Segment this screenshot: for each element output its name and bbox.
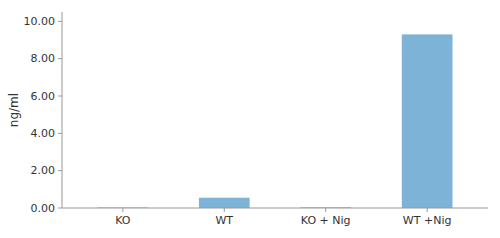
y-tick: [58, 96, 62, 97]
bar: [199, 198, 250, 208]
bars: [98, 34, 453, 208]
y-tick: [58, 208, 62, 209]
y-tick-label: 6.00: [31, 90, 56, 103]
y-tick-label: 10.00: [24, 15, 56, 28]
x-tick: [325, 208, 326, 212]
x-tick-label: KO + Nig: [301, 214, 351, 227]
x-tick: [224, 208, 225, 212]
y-tick-label: 8.00: [31, 52, 56, 65]
y-tick: [58, 58, 62, 59]
y-axis-line: [62, 12, 63, 208]
x-tick-label: KO: [115, 214, 131, 227]
bar: [402, 34, 453, 208]
y-axis-label: ng/ml: [7, 93, 21, 127]
y-tick-label: 0.00: [31, 202, 56, 215]
x-tick-label: WT: [215, 214, 233, 227]
y-tick-label: 4.00: [31, 127, 56, 140]
y-tick: [58, 133, 62, 134]
chart: 0.00 2.00 4.00 6.00 8.00 10.00 KO WT KO + Nig WT …: [0, 0, 500, 238]
y-tick: [58, 170, 62, 171]
x-tick-label: WT +Nig: [403, 214, 452, 227]
x-tick: [122, 208, 123, 212]
axes: 0.00 2.00 4.00 6.00 8.00 10.00 KO WT KO + Nig WT …: [24, 12, 489, 227]
x-tick: [427, 208, 428, 212]
chart-container: 0.00 2.00 4.00 6.00 8.00 10.00 KO WT KO + Nig WT …: [0, 0, 500, 238]
y-tick: [58, 21, 62, 22]
x-axis-line: [62, 208, 488, 209]
y-tick-label: 2.00: [31, 164, 56, 177]
